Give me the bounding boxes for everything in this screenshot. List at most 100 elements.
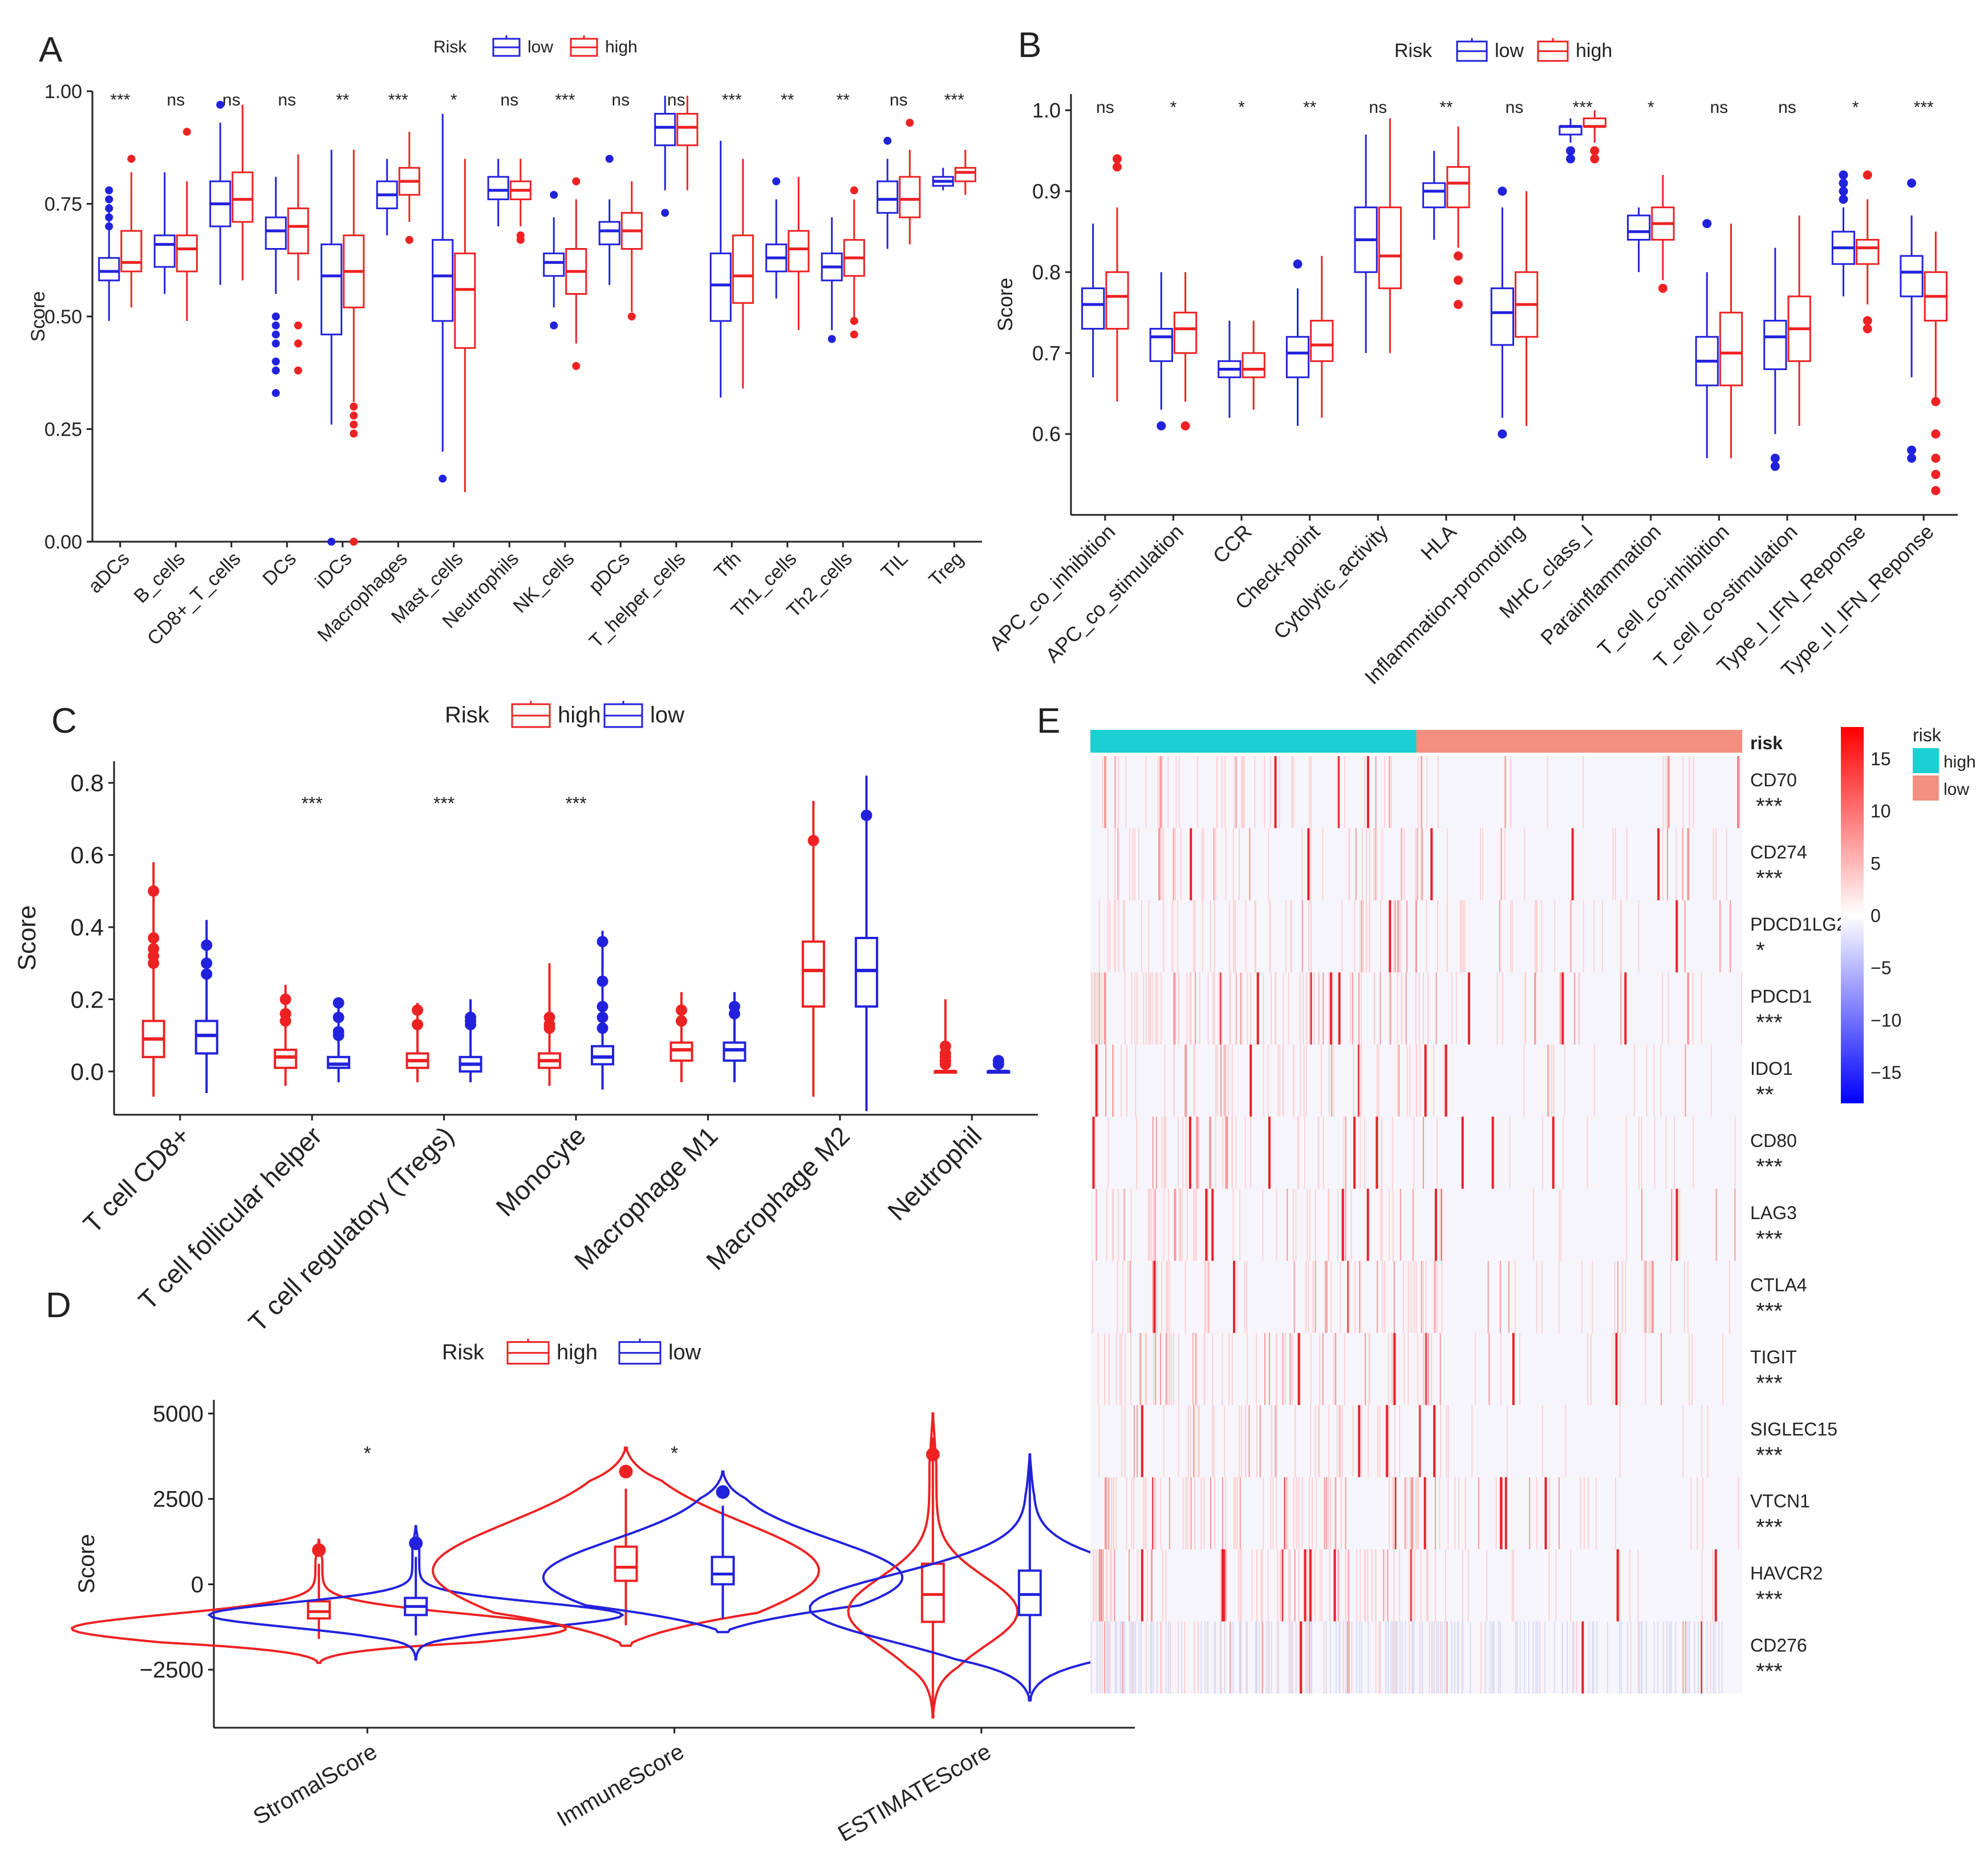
heatmap-stripe (1204, 1621, 1206, 1694)
heatmap-stripe (1393, 1621, 1394, 1694)
heatmap-stripe (1104, 1621, 1106, 1694)
outlier-point (127, 155, 136, 163)
heatmap-stripe (1114, 900, 1115, 973)
heatmap-stripe (1359, 1044, 1361, 1117)
box (1081, 287, 1105, 330)
heatmap-stripe (1651, 1261, 1654, 1333)
heatmap-stripe (1188, 1116, 1191, 1189)
heatmap-stripe (1417, 756, 1419, 829)
heatmap-stripe (1353, 1116, 1356, 1189)
heatmap-stripe (1291, 756, 1293, 829)
heatmap-stripe (1420, 828, 1422, 900)
heatmap-stripe (1113, 1477, 1114, 1550)
heatmap-stripe (1195, 1333, 1196, 1406)
heatmap-stripe (1675, 1621, 1677, 1694)
heatmap-stripe (1225, 828, 1227, 900)
significance-label: ns (278, 91, 296, 109)
heatmap-stripe (1377, 1405, 1379, 1477)
heatmap-stripe (1454, 1621, 1455, 1694)
box (954, 166, 976, 182)
box (899, 176, 921, 218)
heatmap-stripe (1616, 1549, 1619, 1622)
heatmap-stripe (1441, 1621, 1443, 1694)
heatmap-stripe (1337, 1549, 1339, 1622)
heatmap-stripe (1215, 1044, 1217, 1117)
outlier-point (332, 997, 344, 1009)
heatmap-stripe (1231, 1044, 1233, 1117)
heatmap-stripe (1368, 1333, 1370, 1406)
heatmap-row-significance: *** (1756, 1227, 1783, 1252)
heatmap-stripe (1299, 972, 1301, 1045)
heatmap-stripe (1145, 1333, 1146, 1406)
box (98, 257, 120, 282)
heatmap-stripe (1219, 972, 1222, 1045)
heatmap-stripe (1145, 972, 1147, 1045)
heatmap-stripe (1312, 1477, 1313, 1550)
heatmap-stripe (1162, 1549, 1163, 1622)
heatmap-stripe (1264, 756, 1265, 829)
heatmap-stripe (1451, 1621, 1453, 1694)
heatmap-stripe (1355, 828, 1357, 900)
heatmap-stripe (1157, 1621, 1158, 1694)
heatmap-stripe (1124, 1621, 1126, 1694)
box (854, 937, 878, 1008)
significance-label: *** (722, 91, 742, 109)
outlier-point (271, 330, 280, 339)
heatmap-stripe (1436, 1621, 1438, 1694)
heatmap-stripe (1190, 1477, 1192, 1550)
heatmap-stripe (1415, 828, 1417, 900)
heatmap-stripe (1163, 1116, 1165, 1189)
heatmap-stripe (1199, 972, 1200, 1045)
heatmap-stripe (1360, 1549, 1361, 1622)
heatmap-stripe (1229, 900, 1231, 973)
heatmap-stripe (1433, 1261, 1435, 1333)
heatmap-stripe (1121, 1333, 1122, 1406)
heatmap-stripe (1390, 1621, 1392, 1694)
heatmap-stripe (1630, 1621, 1632, 1694)
heatmap-stripe (1462, 1621, 1463, 1694)
outlier-point (827, 335, 836, 343)
risk-legend-label: high (1944, 753, 1976, 771)
heatmap-stripe (1426, 756, 1428, 829)
heatmap-stripe (1269, 900, 1271, 973)
heatmap-stripe (1163, 1405, 1165, 1477)
heatmap-stripe (1271, 1405, 1272, 1477)
significance-label: *** (433, 793, 455, 814)
heatmap-stripe (1163, 828, 1165, 900)
box (265, 216, 287, 250)
heatmap-stripe (1359, 1261, 1361, 1333)
heatmap-stripe (1103, 972, 1106, 1045)
heatmap-stripe (1134, 828, 1135, 900)
heatmap-stripe (1190, 1405, 1191, 1477)
box (723, 1041, 746, 1062)
heatmap-stripe (1667, 756, 1670, 829)
heatmap-stripe (1480, 1621, 1482, 1694)
heatmap-stripe (1267, 1549, 1269, 1622)
heatmap-stripe (1366, 828, 1368, 900)
heatmap-stripe (1357, 1044, 1358, 1117)
heatmap-stripe (1281, 1549, 1284, 1622)
significance-label: *** (1914, 98, 1934, 117)
heatmap-stripe (1576, 1621, 1577, 1694)
heatmap-stripe (1289, 1549, 1291, 1622)
heatmap-stripe (1692, 972, 1694, 1045)
box (788, 230, 810, 273)
heatmap-stripe (1383, 1549, 1385, 1622)
outlier-point (271, 339, 280, 348)
heatmap-stripe (1674, 1116, 1675, 1189)
heatmap-stripe (1256, 972, 1259, 1045)
heatmap-stripe (1165, 1621, 1167, 1694)
heatmap-stripe (1587, 1116, 1588, 1189)
outlier-point (1931, 453, 1941, 463)
heatmap-stripe (1437, 900, 1439, 973)
heatmap-stripe (1124, 1405, 1126, 1477)
heatmap-stripe (1136, 1116, 1138, 1189)
heatmap-stripe (1138, 828, 1140, 900)
heatmap-stripe (1633, 1044, 1635, 1117)
heatmap-stripe (1524, 972, 1526, 1045)
heatmap-row-label: CD80 (1750, 1130, 1797, 1151)
heatmap-stripe (1328, 1188, 1329, 1261)
heatmap-stripe (1215, 1621, 1216, 1694)
box (1763, 319, 1787, 371)
